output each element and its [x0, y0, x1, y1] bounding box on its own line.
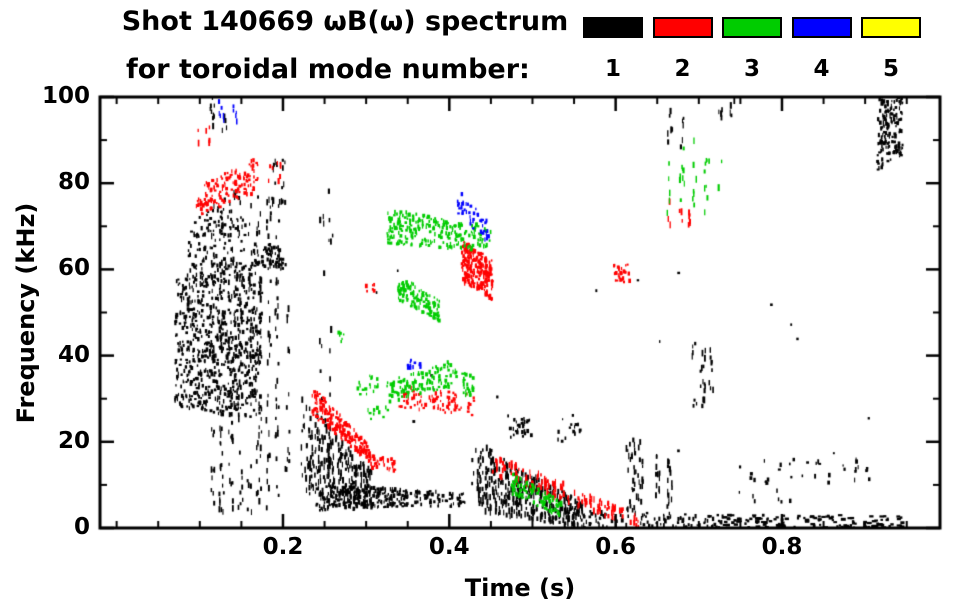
x-tick-label: 0.4 [428, 534, 470, 560]
legend-label-mode-5: 5 [882, 56, 899, 82]
x-tick-label: 0.8 [761, 534, 803, 560]
legend-label-mode-3: 3 [743, 56, 760, 82]
legend-swatch-mode-4 [791, 17, 852, 38]
chart-title: Shot 140669 ωB(ω) spectrum [121, 6, 569, 37]
y-axis-title: Frequency (kHz) [12, 202, 40, 424]
chart-subtitle: for toroidal mode number: [126, 54, 530, 85]
x-tick-label: 0.6 [595, 534, 637, 560]
y-tick-label: 40 [57, 341, 90, 368]
x-tick-label: 0.2 [262, 534, 304, 560]
legend-label-mode-1: 1 [604, 56, 621, 82]
legend-label-mode-2: 2 [674, 56, 691, 82]
y-tick-label: 80 [57, 169, 90, 196]
x-axis-title: Time (s) [464, 574, 576, 602]
legend-swatch-mode-5 [861, 17, 921, 38]
legend-swatch-mode-3 [722, 17, 782, 38]
y-tick-label: 100 [41, 83, 90, 109]
legend-swatch-mode-2 [652, 17, 713, 38]
legend-swatch-mode-1 [583, 17, 643, 38]
y-tick-label: 0 [73, 514, 90, 540]
y-tick-label: 20 [57, 427, 90, 454]
y-tick-label: 60 [57, 255, 90, 282]
legend-label-mode-4: 4 [813, 56, 830, 82]
